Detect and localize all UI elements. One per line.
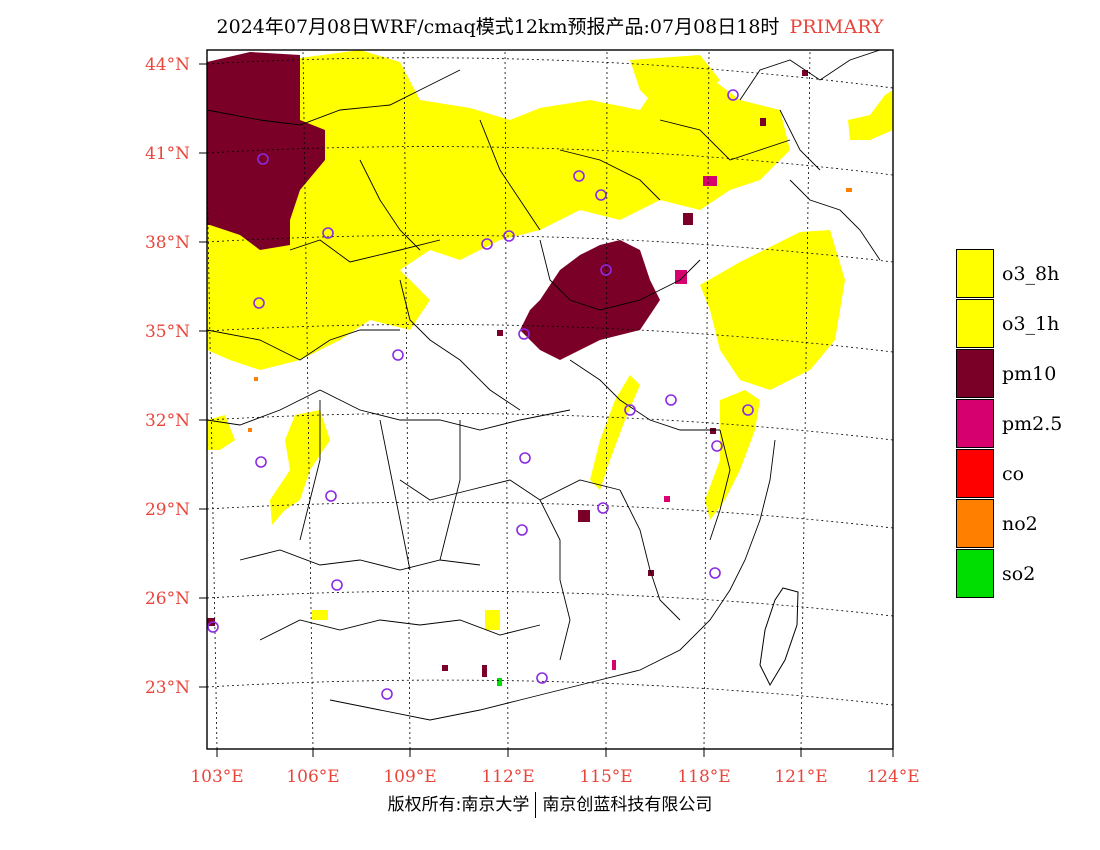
- copyright-footer: 版权所有:南京大学 南京创蓝科技有限公司: [0, 790, 1100, 818]
- legend-label: co: [1002, 463, 1025, 485]
- copyright-owner: 版权所有:南京大学: [387, 795, 530, 815]
- copyright-company: 南京创蓝科技有限公司: [542, 795, 713, 815]
- map-frame: [206, 49, 894, 750]
- o3-region-sichuan: [270, 410, 330, 525]
- no2-patch-3: [248, 428, 252, 432]
- legend-swatch: [956, 399, 994, 448]
- lat-label-35n: 35°N: [144, 322, 190, 342]
- graticule: [207, 50, 893, 749]
- legend-swatch: [956, 299, 994, 348]
- title-tag: PRIMARY: [789, 16, 884, 38]
- lon-label-124e: 124°E: [866, 767, 920, 787]
- lon-label-112e: 112°E: [481, 767, 535, 787]
- legend-swatch: [956, 499, 994, 548]
- lon-label-109e: 109°E: [383, 767, 437, 787]
- legend-label: pm10: [1002, 363, 1057, 385]
- pm10-patch-8: [497, 330, 503, 336]
- title-main: 2024年07月08日WRF/cmaq模式12km预报产品:07月08日18时: [216, 16, 780, 38]
- pm10-region-central-plain: [520, 240, 660, 360]
- legend-label: o3_1h: [1002, 313, 1060, 335]
- lon-label-118e: 118°E: [677, 767, 731, 787]
- lon-label-121e: 121°E: [774, 767, 828, 787]
- lat-label-32n: 32°N: [144, 411, 190, 431]
- pm10-patch-2: [760, 118, 766, 126]
- legend-swatch: [956, 449, 994, 498]
- lat-label-26n: 26°N: [144, 589, 190, 609]
- legend-label: pm2.5: [1002, 413, 1063, 435]
- o3-region-yangtze: [590, 375, 640, 490]
- lat-label-44n: 44°N: [144, 55, 190, 75]
- legend-swatch: [956, 349, 994, 398]
- pm10-region-layer: [207, 52, 808, 677]
- pm10-patch-1: [683, 213, 693, 225]
- lat-label-41n: 41°N: [144, 144, 190, 164]
- legend-label: so2: [1002, 563, 1036, 585]
- pm25-patch-4: [664, 496, 670, 502]
- legend-label: no2: [1002, 513, 1038, 535]
- pm25-patch-3: [612, 660, 616, 670]
- map-title: 2024年07月08日WRF/cmaq模式12km预报产品:07月08日18时 P…: [0, 12, 1100, 39]
- so2-patch-1: [497, 678, 502, 686]
- no2-patch-1: [846, 188, 852, 192]
- pm10-patch-9: [710, 428, 716, 434]
- pm10-patch-6: [482, 665, 487, 677]
- pm10-region-northwest: [207, 52, 325, 250]
- axis-ticks: [199, 63, 894, 757]
- o3-region-ne-coast: [848, 90, 893, 140]
- footer-divider: [535, 792, 537, 818]
- pm25-patch-2: [703, 176, 717, 186]
- o3-region-north: [207, 50, 790, 370]
- no2-patch-2: [254, 377, 258, 381]
- lon-label-115e: 115°E: [579, 767, 633, 787]
- pm10-patch-3: [578, 510, 590, 522]
- o3-patch-south: [312, 610, 328, 620]
- pm10-patch-7: [802, 70, 808, 76]
- legend-swatch: [956, 249, 994, 298]
- station-markers: [207, 89, 754, 700]
- o3-patch-south-2: [485, 610, 500, 630]
- o3-region-east-coast: [705, 390, 760, 520]
- legend-label: o3_8h: [1002, 263, 1060, 285]
- o3-region-east-sea: [700, 230, 845, 390]
- taiwan-outline: [759, 587, 799, 687]
- lon-label-103e: 103°E: [190, 767, 244, 787]
- lat-label-38n: 38°N: [144, 233, 190, 253]
- o3-region-northeast: [630, 55, 720, 110]
- legend-swatch: [956, 549, 994, 598]
- lat-label-23n: 23°N: [144, 678, 190, 698]
- o3-region-west: [207, 415, 235, 450]
- lat-label-29n: 29°N: [144, 500, 190, 520]
- lon-label-106e: 106°E: [286, 767, 340, 787]
- no2-region-layer: [248, 188, 852, 432]
- province-boundaries: [207, 50, 881, 721]
- pm10-patch-5: [442, 665, 448, 671]
- o3-region-layer: [207, 50, 893, 630]
